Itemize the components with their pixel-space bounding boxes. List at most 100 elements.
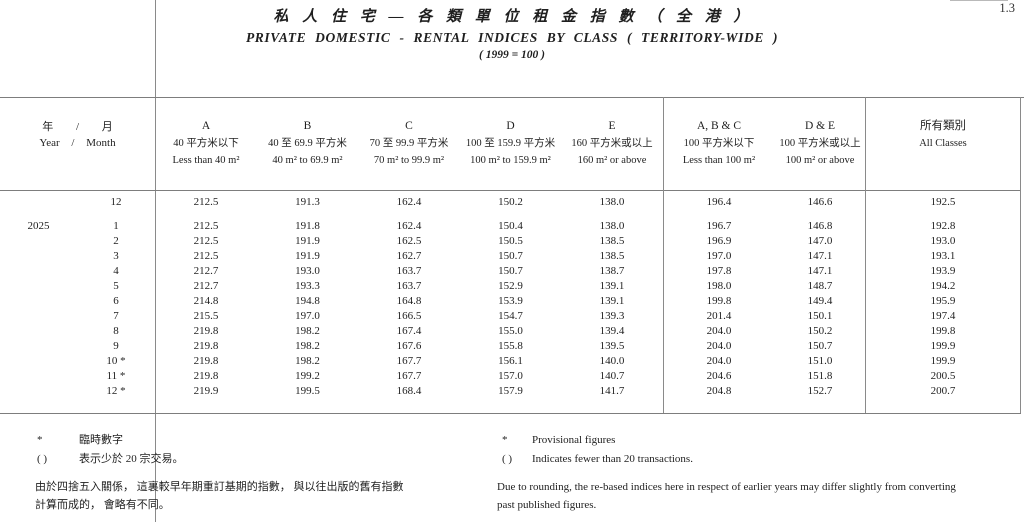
- value-cell-class-d: 157.0: [498, 370, 523, 382]
- table-row: 7 215.5 197.0 166.5 154.7 139.3 201.4 15…: [0, 309, 1021, 324]
- value-cell-class-c: 162.4: [396, 220, 422, 232]
- month-cell: 5: [113, 280, 119, 292]
- table-row: 11 * 219.8 199.2 167.7 157.0 140.7 204.6…: [0, 369, 1021, 384]
- value-cell-class-a: 212.5: [193, 196, 219, 208]
- value-cell-class-e: 138.0: [599, 220, 625, 232]
- value-cell-class-a: 212.5: [193, 250, 219, 262]
- value-cell-class-d: 150.7: [498, 250, 523, 262]
- value-cell-class-e: 138.7: [599, 265, 625, 277]
- value-cell-class-e: 141.7: [599, 385, 625, 397]
- value-cell-all-classes: 197.4: [930, 310, 956, 322]
- value-cell-class-a: 214.8: [193, 295, 219, 307]
- value-cell-class-c: 167.7: [396, 355, 422, 367]
- value-cell-class-abc: 204.0: [706, 340, 732, 352]
- value-cell-class-a: 219.9: [193, 385, 219, 397]
- value-cell-class-e: 139.3: [599, 310, 625, 322]
- month-cell: 4: [113, 265, 119, 277]
- value-cell-class-d: 153.9: [498, 295, 523, 307]
- value-cell-class-c: 164.8: [396, 295, 422, 307]
- value-cell-class-e: 139.1: [599, 295, 625, 307]
- table-row: 3 212.5 191.9 162.7 150.7 138.5 197.0 14…: [0, 249, 1021, 264]
- value-cell-class-a: 212.5: [193, 220, 219, 232]
- value-cell-all-classes: 194.2: [930, 280, 956, 292]
- value-cell-all-classes: 199.9: [930, 355, 956, 367]
- value-cell-class-a: 219.8: [193, 325, 219, 337]
- value-cell-class-abc: 196.4: [706, 196, 732, 208]
- value-cell-class-abc: 204.0: [706, 355, 732, 367]
- asterisk-symbol: *: [37, 434, 43, 446]
- value-cell-class-c: 163.7: [396, 265, 422, 277]
- year-month-label-zh: 年 / 月: [42, 121, 113, 133]
- value-cell-class-de: 151.0: [807, 355, 833, 367]
- title-english: PRIVATE DOMESTIC - RENTAL INDICES BY CLA…: [245, 30, 779, 45]
- month-cell: 12: [110, 196, 122, 208]
- footnote-parentheses-en: ( ) Indicates fewer than 20 transactions…: [497, 450, 1007, 469]
- value-cell-class-e: 138.5: [599, 235, 625, 247]
- value-cell-class-abc: 204.0: [706, 325, 732, 337]
- column-header-class-a: A 40 平方米以下 Less than 40 m²: [172, 120, 240, 166]
- value-cell-class-b: 194.8: [295, 295, 320, 307]
- value-cell-class-abc: 198.0: [706, 280, 732, 292]
- month-cell: 1: [113, 220, 119, 232]
- value-cell-class-b: 191.8: [295, 220, 320, 232]
- value-cell-class-d: 150.4: [498, 220, 523, 232]
- value-cell-class-a: 219.8: [193, 370, 219, 382]
- table-row: 4 212.7 193.0 163.7 150.7 138.7 197.8 14…: [0, 264, 1021, 279]
- table-rule-header-top: [0, 97, 1024, 98]
- table-body: 12 212.5 191.3 162.4 150.2 138.0 196.4 1…: [0, 190, 1021, 399]
- table-row: 5 212.7 193.3 163.7 152.9 139.1 198.0 14…: [0, 279, 1021, 294]
- title-block: 私 人 住 宅 — 各 類 單 位 租 金 指 數 （ 全 港 ） PRIVAT…: [0, 5, 1024, 61]
- value-cell-class-c: 167.4: [396, 325, 422, 337]
- asterisk-symbol: *: [502, 434, 508, 446]
- value-cell-class-e: 138.5: [599, 250, 625, 262]
- table-row: 2025 1 212.5 191.8 162.4 150.4 138.0 196…: [0, 219, 1021, 234]
- value-cell-class-d: 155.0: [498, 325, 523, 337]
- value-cell-class-a: 219.8: [193, 340, 219, 352]
- value-cell-class-b: 193.0: [295, 265, 320, 277]
- value-cell-class-abc: 204.8: [706, 385, 732, 397]
- column-header-all-classes: 所有類別 All Classes: [919, 120, 967, 149]
- value-cell-class-de: 149.4: [807, 295, 833, 307]
- value-cell-all-classes: 192.8: [930, 220, 956, 232]
- value-cell-class-de: 150.7: [807, 340, 833, 352]
- footnote-parentheses-zh: ( ) 表示少於 20 宗交易。: [33, 450, 483, 469]
- value-cell-all-classes: 200.7: [930, 385, 956, 397]
- footnote-provisional-zh: * 臨時數字: [33, 431, 483, 450]
- title-chinese: 私 人 住 宅 — 各 類 單 位 租 金 指 數 （ 全 港 ）: [273, 9, 751, 25]
- value-cell-class-d: 154.7: [498, 310, 523, 322]
- value-cell-all-classes: 200.5: [930, 370, 956, 382]
- month-cell: 6: [113, 295, 119, 307]
- value-cell-class-a: 212.7: [193, 265, 219, 277]
- month-cell: 3: [113, 250, 119, 262]
- value-cell-class-d: 150.2: [498, 196, 523, 208]
- value-cell-class-c: 162.7: [396, 250, 422, 262]
- value-cell-class-b: 198.2: [295, 325, 320, 337]
- value-cell-class-abc: 196.9: [706, 235, 732, 247]
- value-cell-class-c: 162.5: [396, 235, 422, 247]
- table-header: 年 / 月 Year / Month A 40 平方米以下 Less than …: [0, 97, 1024, 190]
- value-cell-class-de: 152.7: [807, 385, 833, 397]
- value-cell-class-e: 139.4: [599, 325, 625, 337]
- table-rule-vertical-mid2: [865, 97, 866, 413]
- value-cell-class-c: 162.4: [396, 196, 422, 208]
- value-cell-class-de: 146.6: [807, 196, 833, 208]
- value-cell-all-classes: 192.5: [930, 196, 956, 208]
- value-cell-all-classes: 199.8: [930, 325, 956, 337]
- table-rule-header-bottom: [0, 190, 1021, 191]
- value-cell-class-abc: 197.0: [706, 250, 732, 262]
- value-cell-class-c: 167.7: [396, 370, 422, 382]
- value-cell-class-b: 193.3: [295, 280, 320, 292]
- value-cell-all-classes: 199.9: [930, 340, 956, 352]
- value-cell-class-de: 147.1: [807, 265, 833, 277]
- value-cell-class-abc: 201.4: [706, 310, 732, 322]
- table-row: 9 219.8 198.2 167.6 155.8 139.5 204.0 15…: [0, 339, 1021, 354]
- column-header-class-c: C 70 至 99.9 平方米 70 m² to 99.9 m²: [369, 120, 449, 166]
- footnotes-english: * Provisional figures ( ) Indicates fewe…: [497, 431, 1007, 514]
- value-cell-class-a: 219.8: [193, 355, 219, 367]
- value-cell-class-e: 139.5: [599, 340, 625, 352]
- base-year-note: ( 1999 = 100 ): [479, 49, 545, 61]
- table-rule-vertical-mid1: [663, 97, 664, 413]
- value-cell-class-e: 140.7: [599, 370, 625, 382]
- column-header-class-e: E 160 平方米或以上 160 m² or above: [571, 120, 653, 166]
